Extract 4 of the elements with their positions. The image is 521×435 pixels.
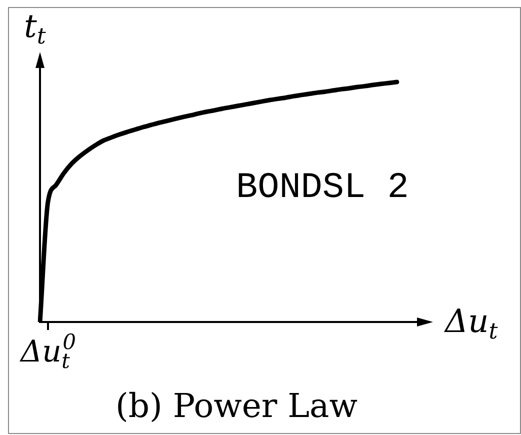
x-axis-title: Δu$_{t}$ <box>445 302 498 345</box>
text: (b) Power Law <box>116 386 358 425</box>
y-axis-title: t$_{t}$ <box>24 7 46 50</box>
annotation: BONDSL 2 <box>236 167 409 208</box>
